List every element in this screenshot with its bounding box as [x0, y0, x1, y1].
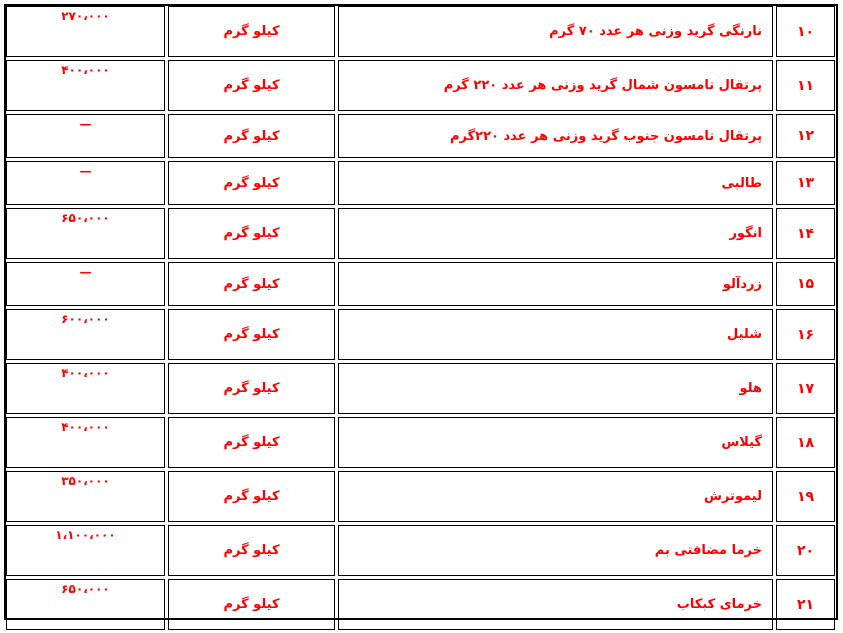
row-number: ۱۵ — [776, 262, 835, 306]
price: — — [6, 114, 165, 158]
unit: کیلو گرم — [168, 6, 335, 57]
product-name: پرتقال تامسون جنوب گرید وزنی هر عدد ۲۲۰گ… — [338, 114, 773, 158]
table-row: ۱۴ انگور کیلو گرم ۶۵۰،۰۰۰ — [6, 208, 835, 259]
row-number: ۱۴ — [776, 208, 835, 259]
unit: کیلو گرم — [168, 579, 335, 630]
unit: کیلو گرم — [168, 262, 335, 306]
row-number: ۲۱ — [776, 579, 835, 630]
row-number: ۱۳ — [776, 161, 835, 205]
table-row: ۱۶ شلیل کیلو گرم ۶۰۰،۰۰۰ — [6, 309, 835, 360]
unit: کیلو گرم — [168, 161, 335, 205]
unit: کیلو گرم — [168, 309, 335, 360]
price: ۶۵۰،۰۰۰ — [6, 579, 165, 630]
table-row: ۱۸ گیلاس کیلو گرم ۴۰۰،۰۰۰ — [6, 417, 835, 468]
table-row: ۱۹ لیموترش کیلو گرم ۳۵۰،۰۰۰ — [6, 471, 835, 522]
table-row: ۱۷ هلو کیلو گرم ۴۰۰،۰۰۰ — [6, 363, 835, 414]
price: ۱،۱۰۰،۰۰۰ — [6, 525, 165, 576]
unit: کیلو گرم — [168, 208, 335, 259]
product-name: هلو — [338, 363, 773, 414]
price: — — [6, 161, 165, 205]
product-name: خرما مضافتی بم — [338, 525, 773, 576]
row-number: ۱۰ — [776, 6, 835, 57]
product-name: طالبی — [338, 161, 773, 205]
price-table: ۱۰ نارنگی گرید وزنی هر عدد ۷۰ گرم کیلو گرم… — [3, 3, 838, 633]
product-name: لیموترش — [338, 471, 773, 522]
row-number: ۱۹ — [776, 471, 835, 522]
product-name: نارنگی گرید وزنی هر عدد ۷۰ گرم — [338, 6, 773, 57]
unit: کیلو گرم — [168, 114, 335, 158]
product-name: پرتقال تامسون شمال گرید وزنی هر عدد ۲۲۰ … — [338, 60, 773, 111]
unit: کیلو گرم — [168, 417, 335, 468]
unit: کیلو گرم — [168, 363, 335, 414]
product-name: گیلاس — [338, 417, 773, 468]
table-row: ۱۲ پرتقال تامسون جنوب گرید وزنی هر عدد ۲۲… — [6, 114, 835, 158]
product-name: خرمای کبکاب — [338, 579, 773, 630]
unit: کیلو گرم — [168, 60, 335, 111]
table-row: ۱۱ پرتقال تامسون شمال گرید وزنی هر عدد ۲۲… — [6, 60, 835, 111]
price: ۲۷۰،۰۰۰ — [6, 6, 165, 57]
price: ۶۰۰،۰۰۰ — [6, 309, 165, 360]
row-number: ۱۷ — [776, 363, 835, 414]
price: — — [6, 262, 165, 306]
price: ۳۵۰،۰۰۰ — [6, 471, 165, 522]
table-row: ۱۳ طالبی کیلو گرم — — [6, 161, 835, 205]
table-frame — [4, 4, 838, 620]
product-name: انگور — [338, 208, 773, 259]
row-number: ۲۰ — [776, 525, 835, 576]
price: ۴۰۰،۰۰۰ — [6, 417, 165, 468]
unit: کیلو گرم — [168, 471, 335, 522]
row-number: ۱۲ — [776, 114, 835, 158]
table-row: ۲۱ خرمای کبکاب کیلو گرم ۶۵۰،۰۰۰ — [6, 579, 835, 630]
table-row: ۱۵ زردآلو کیلو گرم — — [6, 262, 835, 306]
row-number: ۱۱ — [776, 60, 835, 111]
row-number: ۱۶ — [776, 309, 835, 360]
product-name: شلیل — [338, 309, 773, 360]
product-name: زردآلو — [338, 262, 773, 306]
table-row: ۱۰ نارنگی گرید وزنی هر عدد ۷۰ گرم کیلو گرم… — [6, 6, 835, 57]
row-number: ۱۸ — [776, 417, 835, 468]
price: ۶۵۰،۰۰۰ — [6, 208, 165, 259]
table-row: ۲۰ خرما مضافتی بم کیلو گرم ۱،۱۰۰،۰۰۰ — [6, 525, 835, 576]
price: ۴۰۰،۰۰۰ — [6, 363, 165, 414]
price: ۴۰۰،۰۰۰ — [6, 60, 165, 111]
unit: کیلو گرم — [168, 525, 335, 576]
